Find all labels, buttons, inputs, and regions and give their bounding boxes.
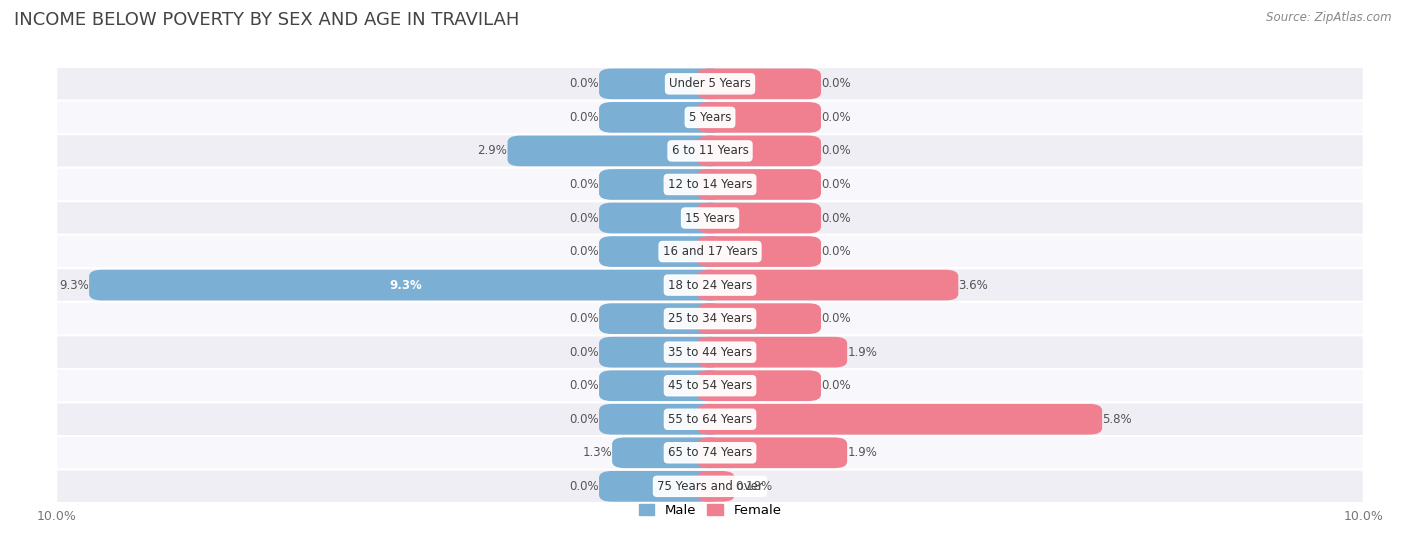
- Text: 15 Years: 15 Years: [685, 211, 735, 225]
- FancyBboxPatch shape: [56, 235, 1364, 268]
- FancyBboxPatch shape: [697, 169, 821, 200]
- FancyBboxPatch shape: [612, 438, 723, 468]
- Text: 3.6%: 3.6%: [959, 278, 988, 292]
- FancyBboxPatch shape: [56, 67, 1364, 101]
- FancyBboxPatch shape: [697, 337, 848, 367]
- FancyBboxPatch shape: [697, 136, 821, 166]
- Text: 1.9%: 1.9%: [848, 446, 877, 459]
- Text: 0.0%: 0.0%: [569, 245, 599, 258]
- Text: 0.0%: 0.0%: [821, 211, 851, 225]
- FancyBboxPatch shape: [56, 201, 1364, 235]
- Text: 0.0%: 0.0%: [821, 178, 851, 191]
- FancyBboxPatch shape: [697, 270, 959, 300]
- FancyBboxPatch shape: [697, 236, 821, 267]
- FancyBboxPatch shape: [697, 203, 821, 233]
- FancyBboxPatch shape: [697, 438, 848, 468]
- Text: 0.0%: 0.0%: [821, 144, 851, 158]
- FancyBboxPatch shape: [599, 304, 723, 334]
- Text: 5.8%: 5.8%: [1102, 413, 1132, 426]
- Text: 0.0%: 0.0%: [569, 178, 599, 191]
- FancyBboxPatch shape: [56, 369, 1364, 402]
- Text: 16 and 17 Years: 16 and 17 Years: [662, 245, 758, 258]
- Text: INCOME BELOW POVERTY BY SEX AND AGE IN TRAVILAH: INCOME BELOW POVERTY BY SEX AND AGE IN T…: [14, 11, 519, 29]
- FancyBboxPatch shape: [697, 304, 821, 334]
- FancyBboxPatch shape: [599, 169, 723, 200]
- Text: Source: ZipAtlas.com: Source: ZipAtlas.com: [1267, 11, 1392, 24]
- Text: 45 to 54 Years: 45 to 54 Years: [668, 379, 752, 392]
- FancyBboxPatch shape: [56, 470, 1364, 503]
- Text: 12 to 14 Years: 12 to 14 Years: [668, 178, 752, 191]
- Text: 1.9%: 1.9%: [848, 345, 877, 359]
- Text: 35 to 44 Years: 35 to 44 Years: [668, 345, 752, 359]
- Text: 2.9%: 2.9%: [478, 144, 508, 158]
- FancyBboxPatch shape: [56, 168, 1364, 201]
- FancyBboxPatch shape: [56, 402, 1364, 436]
- FancyBboxPatch shape: [697, 471, 735, 501]
- FancyBboxPatch shape: [599, 371, 723, 401]
- Text: 0.0%: 0.0%: [821, 111, 851, 124]
- Text: 0.0%: 0.0%: [569, 312, 599, 325]
- FancyBboxPatch shape: [56, 436, 1364, 470]
- FancyBboxPatch shape: [697, 69, 821, 99]
- Text: 1.3%: 1.3%: [582, 446, 612, 459]
- Text: 65 to 74 Years: 65 to 74 Years: [668, 446, 752, 459]
- Text: 25 to 34 Years: 25 to 34 Years: [668, 312, 752, 325]
- Text: 9.3%: 9.3%: [59, 278, 89, 292]
- FancyBboxPatch shape: [56, 134, 1364, 168]
- FancyBboxPatch shape: [599, 102, 723, 132]
- FancyBboxPatch shape: [697, 404, 1102, 434]
- Text: 75 Years and over: 75 Years and over: [657, 480, 763, 493]
- FancyBboxPatch shape: [599, 404, 723, 434]
- Text: 0.0%: 0.0%: [569, 379, 599, 392]
- Text: 18 to 24 Years: 18 to 24 Years: [668, 278, 752, 292]
- Text: 55 to 64 Years: 55 to 64 Years: [668, 413, 752, 426]
- Text: 0.0%: 0.0%: [821, 379, 851, 392]
- Text: 0.0%: 0.0%: [569, 211, 599, 225]
- FancyBboxPatch shape: [599, 236, 723, 267]
- FancyBboxPatch shape: [508, 136, 723, 166]
- Text: 6 to 11 Years: 6 to 11 Years: [672, 144, 748, 158]
- Text: 0.18%: 0.18%: [735, 480, 772, 493]
- FancyBboxPatch shape: [56, 302, 1364, 335]
- FancyBboxPatch shape: [56, 335, 1364, 369]
- FancyBboxPatch shape: [697, 102, 821, 132]
- Text: 9.3%: 9.3%: [389, 278, 422, 292]
- Text: Under 5 Years: Under 5 Years: [669, 77, 751, 91]
- FancyBboxPatch shape: [599, 471, 723, 501]
- FancyBboxPatch shape: [89, 270, 723, 300]
- Text: 0.0%: 0.0%: [821, 245, 851, 258]
- FancyBboxPatch shape: [599, 337, 723, 367]
- FancyBboxPatch shape: [599, 203, 723, 233]
- FancyBboxPatch shape: [599, 69, 723, 99]
- Legend: Male, Female: Male, Female: [633, 499, 787, 523]
- Text: 0.0%: 0.0%: [569, 77, 599, 91]
- Text: 0.0%: 0.0%: [569, 413, 599, 426]
- FancyBboxPatch shape: [56, 101, 1364, 134]
- Text: 0.0%: 0.0%: [569, 111, 599, 124]
- Text: 0.0%: 0.0%: [821, 312, 851, 325]
- Text: 5 Years: 5 Years: [689, 111, 731, 124]
- Text: 0.0%: 0.0%: [569, 480, 599, 493]
- Text: 0.0%: 0.0%: [569, 345, 599, 359]
- FancyBboxPatch shape: [56, 268, 1364, 302]
- FancyBboxPatch shape: [697, 371, 821, 401]
- Text: 0.0%: 0.0%: [821, 77, 851, 91]
